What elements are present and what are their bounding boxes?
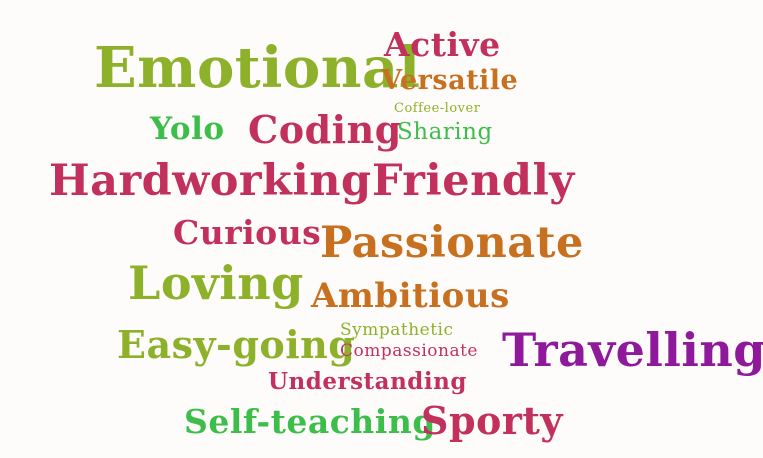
word-sympathetic: Sympathetic <box>340 320 454 340</box>
word-loving: Loving <box>128 256 304 310</box>
word-active: Active <box>384 25 501 64</box>
word-sporty: Sporty <box>421 398 564 443</box>
word-compassionate: Compassionate <box>340 341 478 361</box>
word-understanding: Understanding <box>268 368 467 395</box>
word-coffee-lover: Coffee-lover <box>394 101 481 116</box>
word-sharing: Sharing <box>397 119 493 145</box>
word-self-teaching: Self-teaching <box>184 402 436 441</box>
word-versatile: Versatile <box>381 65 519 96</box>
word-coding: Coding <box>248 107 402 152</box>
word-emotional: Emotional <box>94 35 421 101</box>
word-travelling: Travelling <box>502 323 763 377</box>
word-yolo: Yolo <box>150 111 225 147</box>
word-hardworking: Hardworking <box>49 156 372 206</box>
word-curious: Curious <box>173 213 322 252</box>
word-easy-going: Easy-going <box>117 322 356 367</box>
word-passionate: Passionate <box>320 218 584 268</box>
word-ambitious: Ambitious <box>311 276 510 316</box>
word-friendly: Friendly <box>372 156 575 206</box>
